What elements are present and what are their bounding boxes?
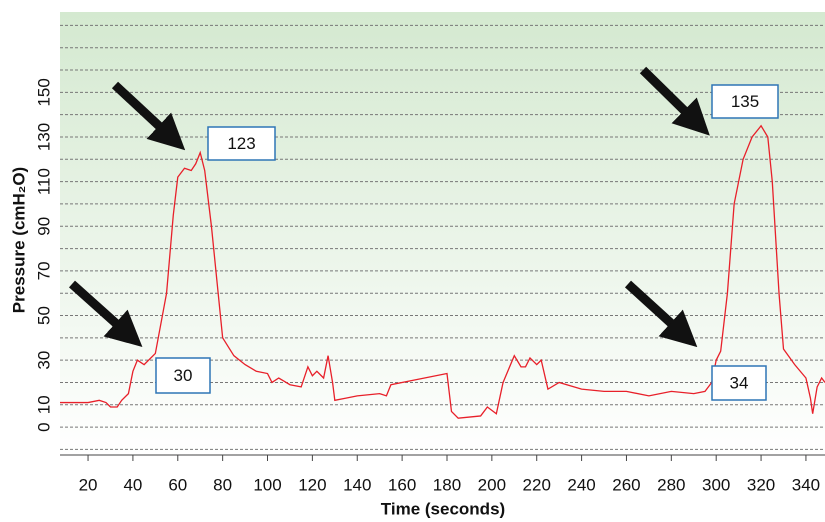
x-tick-label: 140 — [343, 475, 371, 494]
x-axis-title: Time (seconds) — [381, 499, 505, 518]
annotation-box — [711, 84, 779, 119]
annotation: 123 — [227, 134, 255, 153]
x-tick-label: 320 — [747, 475, 775, 494]
y-axis-title: Pressure (cmH₂O) — [9, 167, 28, 313]
x-tick-label: 220 — [523, 475, 551, 494]
y-tick-label: 30 — [34, 351, 53, 370]
x-tick-label: 80 — [213, 475, 232, 494]
x-tick-label: 40 — [123, 475, 142, 494]
annotation: 135 — [731, 92, 759, 111]
annotation-box — [155, 357, 211, 394]
annotation: 34 — [730, 373, 749, 392]
y-tick-label: 130 — [34, 123, 53, 151]
arrow — [624, 280, 698, 348]
x-tick-label: 240 — [567, 475, 595, 494]
arrow — [111, 81, 186, 151]
annotation-box — [207, 126, 276, 161]
arrow — [68, 280, 143, 348]
data-line — [60, 124, 825, 419]
y-tick-label: 0 — [34, 422, 53, 431]
y-tick-label: 90 — [34, 217, 53, 236]
x-tick-label: 20 — [79, 475, 98, 494]
y-tick-label: 50 — [34, 306, 53, 325]
annotation-box — [711, 365, 767, 401]
x-tick-label: 260 — [612, 475, 640, 494]
x-tick-label: 180 — [433, 475, 461, 494]
arrows — [68, 66, 710, 348]
x-tick-label: 200 — [478, 475, 506, 494]
arrow — [639, 66, 710, 136]
x-tick-label: 100 — [253, 475, 281, 494]
x-tick-label: 280 — [657, 475, 685, 494]
x-tick-label: 120 — [298, 475, 326, 494]
x-tick-label: 60 — [168, 475, 187, 494]
x-tick-label: 340 — [792, 475, 820, 494]
y-tick-label: 150 — [34, 78, 53, 106]
x-tick-label: 160 — [388, 475, 416, 494]
y-tick-label: 70 — [34, 261, 53, 280]
y-tick-label: 10 — [34, 395, 53, 414]
y-tick-label: 110 — [34, 168, 53, 195]
annotation: 30 — [174, 366, 193, 385]
x-tick-label: 300 — [702, 475, 730, 494]
